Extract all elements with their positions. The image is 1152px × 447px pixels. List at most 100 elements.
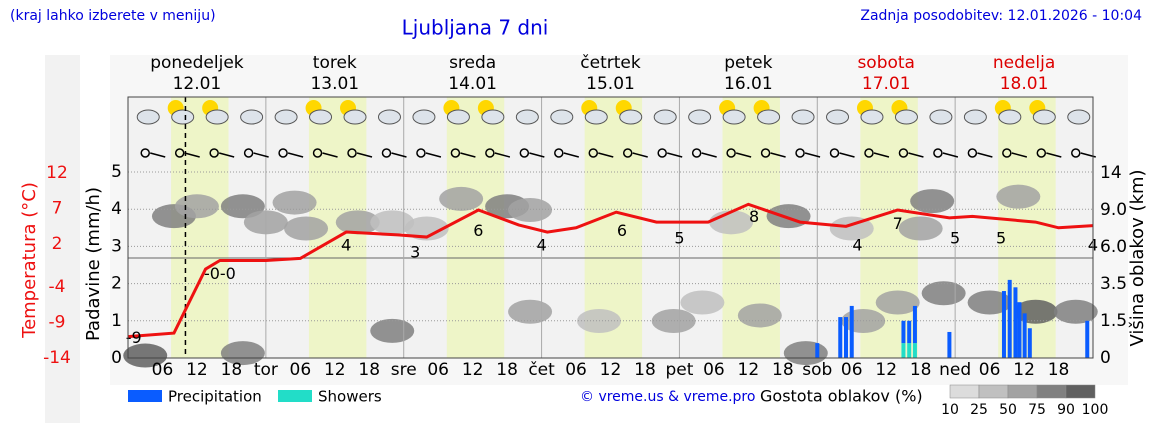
wind-calm [140, 148, 150, 158]
temp-label: 4 [536, 235, 546, 254]
cloud-cell [220, 341, 265, 366]
cloud-cell [284, 216, 329, 241]
wind-calm [485, 148, 495, 158]
legend-swatch [128, 390, 162, 402]
x-tick-label: 12 [462, 360, 484, 380]
cloud-icon [515, 109, 539, 125]
temp-label: 4 [341, 235, 351, 254]
wind-barb [701, 152, 717, 158]
cloud-legend-title: Gostota oblakov (%) [760, 387, 923, 406]
cloud-icon [722, 109, 746, 125]
cloud-icon [136, 109, 160, 125]
day-date: 18.01 [1000, 74, 1049, 94]
wind-barb [391, 152, 407, 158]
wind-calm [416, 148, 426, 158]
wind-calm [174, 148, 185, 158]
day-name: ponedeljek [150, 53, 244, 73]
x-tick-label: čet [528, 360, 555, 380]
wind-barb [908, 152, 924, 158]
cloud-icon [240, 109, 264, 125]
cloud-cell [898, 216, 943, 241]
temp-label: 4 [852, 235, 862, 254]
day-date: 17.01 [862, 74, 911, 94]
x-tick-label: 12 [600, 360, 622, 380]
wind-calm [1002, 148, 1012, 158]
x-tick-label: 18 [772, 360, 794, 380]
cloud-legend-label: 100 [1082, 402, 1109, 418]
cloud-cell [1053, 299, 1098, 324]
wind-calm [519, 148, 530, 158]
temp-label: 3 [410, 243, 420, 262]
cloud-cell [335, 210, 380, 235]
cloud-icon [412, 109, 436, 125]
cloud-cell [272, 190, 317, 215]
wind-calm [1071, 148, 1081, 158]
x-tick-label: 18 [910, 360, 932, 380]
cloud-icon [826, 109, 850, 125]
x-tick-label: pet [665, 360, 693, 380]
precip-bar [1013, 287, 1018, 358]
day-date: 13.01 [310, 74, 359, 94]
wind-calm [795, 148, 805, 158]
x-tick-label: 06 [152, 360, 174, 380]
y-tick-label: 12 [46, 163, 68, 183]
x-tick-label: sre [391, 360, 417, 380]
precip-tick-label: 5 [111, 162, 122, 182]
x-tick-label: 06 [427, 360, 449, 380]
x-tick-label: 18 [496, 360, 518, 380]
x-tick-label: 18 [221, 360, 243, 380]
day-date: 16.01 [724, 74, 773, 94]
x-tick-label: 12 [1013, 360, 1035, 380]
cloud-legend-box [1036, 384, 1067, 399]
temp-label: 5 [996, 228, 1006, 247]
cloud-cell [123, 343, 168, 368]
cloud-legend-box [1007, 384, 1038, 399]
precip-tick-label: 1 [111, 311, 122, 331]
cloud-icon [550, 109, 574, 125]
cloud-cell [875, 290, 920, 315]
wind-barb [873, 152, 890, 158]
cloud-axis-title: Višina oblakov (km) [1127, 169, 1148, 346]
cloud-cell [404, 216, 449, 241]
cloud-icon [481, 109, 505, 125]
x-tick-label: 06 [841, 360, 863, 380]
cloud-legend-box [949, 384, 980, 399]
day-date: 15.01 [586, 74, 635, 94]
wind-barb [735, 152, 752, 158]
temp-label: -0-0 [204, 264, 236, 283]
wind-barb [632, 152, 648, 158]
wind-barb [425, 152, 442, 158]
x-tick-label: sob [802, 360, 832, 380]
cloud-cell [766, 204, 811, 229]
cloud-cell [910, 189, 955, 214]
cloud-legend-label: 25 [970, 402, 988, 418]
precip-tick-label: 0 [111, 348, 122, 368]
header-note: (kraj lahko izberete v meniju) [10, 8, 216, 24]
shower-bar [907, 343, 912, 358]
cloud-cell [709, 210, 754, 235]
temp-label: 8 [749, 207, 759, 226]
precip-tick-label: 2 [111, 274, 122, 294]
cloud-icon [998, 109, 1022, 125]
x-tick-label: 12 [324, 360, 346, 380]
day-name: sobota [857, 53, 915, 73]
cloud-icon [274, 109, 298, 125]
x-tick-label: tor [254, 360, 278, 380]
cloud-cell [651, 309, 696, 333]
wind-calm [967, 148, 978, 158]
y-tick-label: 2 [52, 234, 63, 254]
cloud-icon [653, 109, 677, 125]
wind-calm [347, 148, 357, 158]
x-tick-label: 18 [634, 360, 656, 380]
x-tick-label: 12 [875, 360, 897, 380]
wind-barb [529, 152, 545, 158]
wind-calm [554, 148, 564, 158]
cloud-icon [757, 109, 781, 125]
precip-bar [1085, 320, 1090, 358]
day-name: četrtek [580, 53, 641, 73]
shower-bar [912, 343, 917, 358]
cloud-icon [343, 109, 367, 125]
wind-calm [898, 148, 909, 158]
daylight-band [446, 97, 505, 358]
updated: Zadnja posodobitev: 12.01.2026 - 10:04 [860, 8, 1142, 24]
